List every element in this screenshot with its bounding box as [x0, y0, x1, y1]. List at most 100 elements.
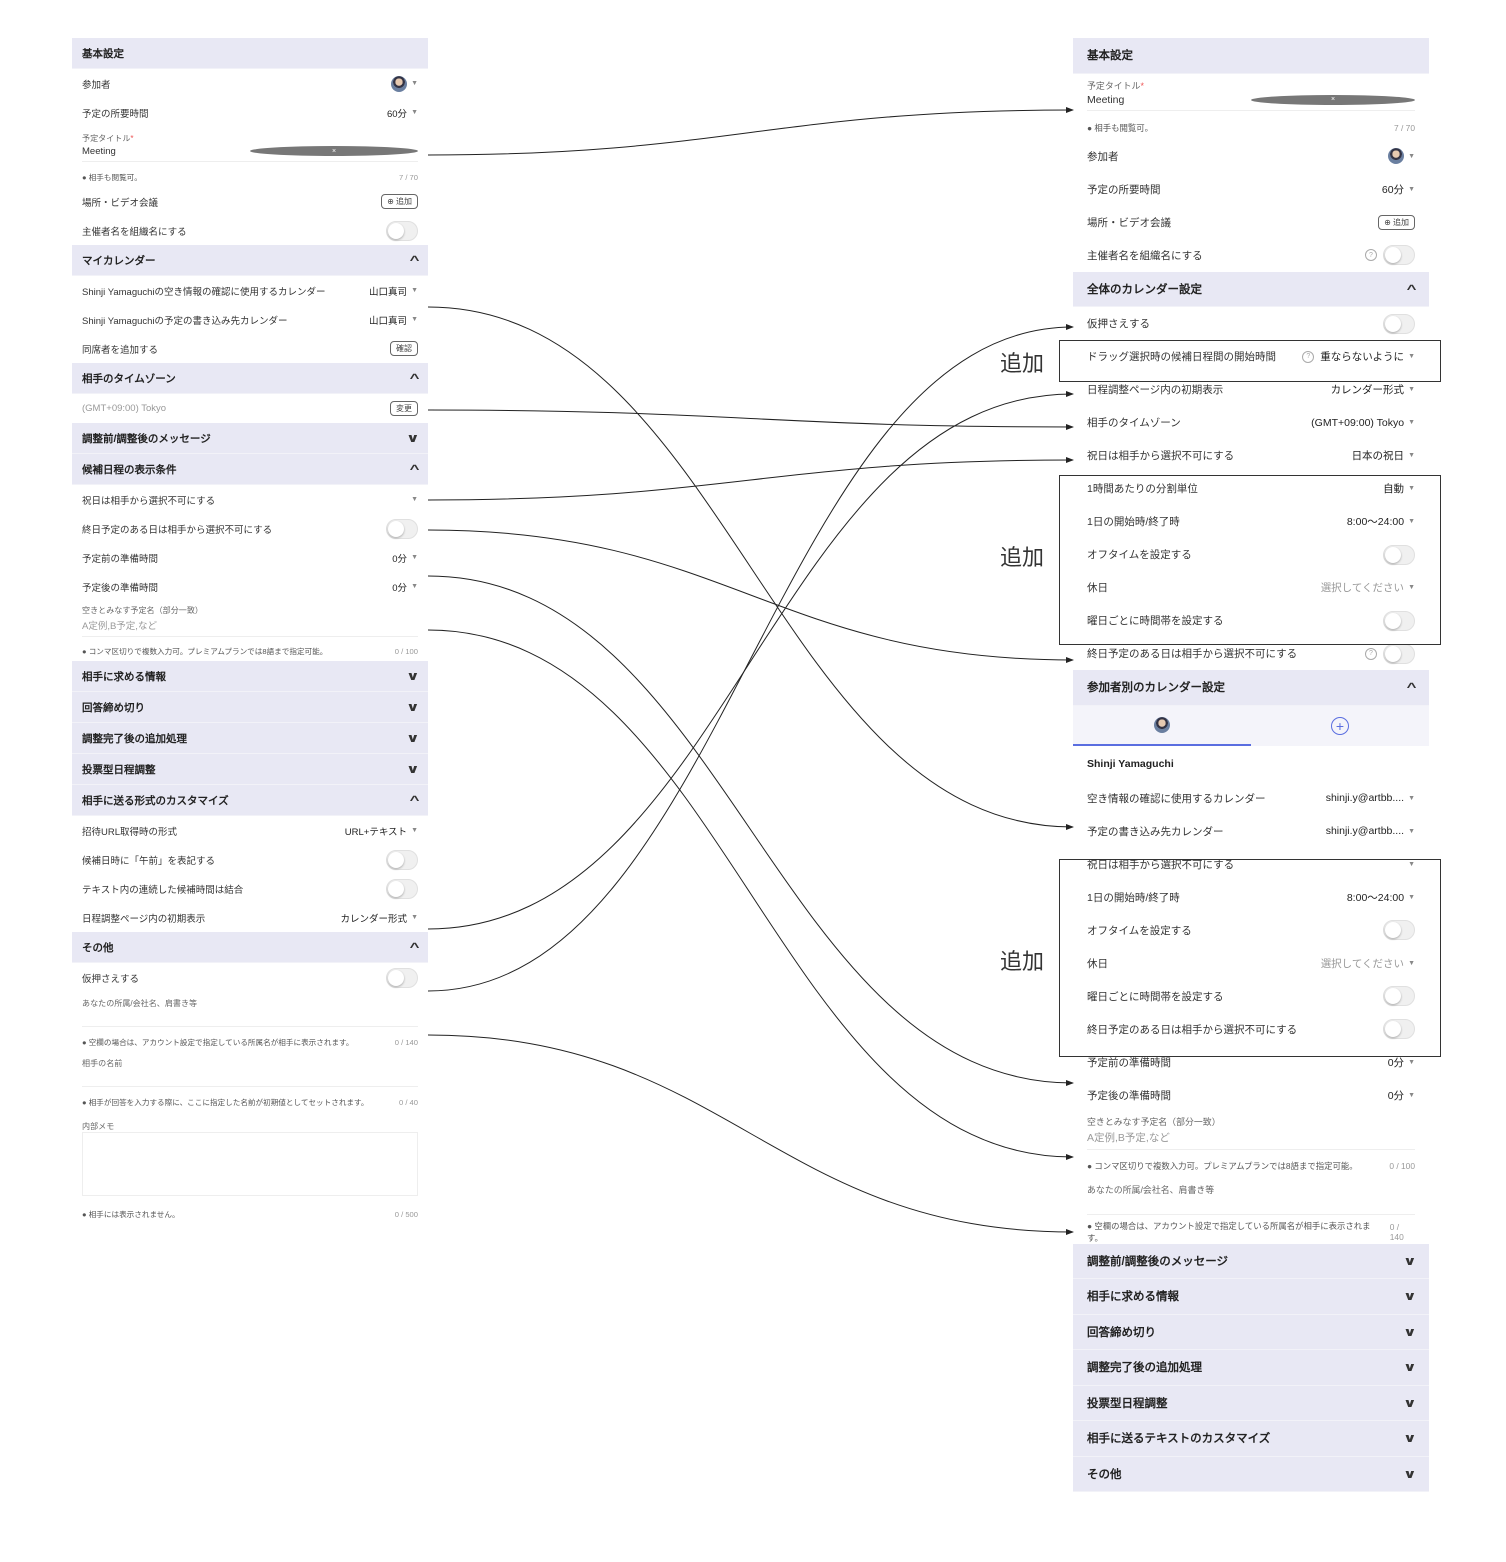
setting-value-dropdown[interactable]: 60分 [386, 108, 408, 120]
avatar[interactable] [1388, 148, 1405, 164]
chevron-down-icon[interactable]: ∨ [406, 700, 420, 714]
chevron-up-icon[interactable]: ^ [409, 462, 420, 476]
section-header[interactable]: 参加者別のカレンダー設定 ^ [1073, 670, 1429, 706]
toggle-switch[interactable] [1383, 1019, 1415, 1039]
caret-down-icon[interactable]: ▼ [1408, 794, 1415, 802]
setting-value-dropdown[interactable]: 自動 [1383, 483, 1405, 495]
section-header[interactable]: 相手のタイムゾーン ^ [72, 363, 428, 394]
setting-value-dropdown[interactable]: 山口真司 [369, 286, 408, 298]
setting-value-dropdown[interactable]: 0分 [392, 582, 408, 594]
clear-icon[interactable]: × [250, 146, 418, 156]
setting-value-dropdown[interactable]: カレンダー形式 [340, 913, 408, 925]
section-header[interactable]: 候補日程の表示条件 ^ [72, 454, 428, 485]
caret-down-icon[interactable]: ▼ [411, 554, 418, 561]
toggle-switch[interactable] [1383, 610, 1415, 631]
chevron-up-icon[interactable]: ^ [409, 253, 420, 267]
setting-value-dropdown[interactable]: 60分 [1381, 183, 1405, 196]
action-button[interactable]: ⊕ 追加 [1378, 214, 1415, 230]
toggle-switch[interactable] [1383, 986, 1415, 1006]
setting-value-dropdown[interactable]: 0分 [392, 553, 408, 565]
caret-down-icon[interactable]: ▼ [411, 827, 418, 834]
add-participant-tab[interactable]: + [1251, 706, 1429, 746]
caret-down-icon[interactable]: ▼ [1408, 1058, 1415, 1066]
section-header[interactable]: マイカレンダー ^ [72, 245, 428, 276]
chevron-up-icon[interactable]: ^ [1406, 281, 1417, 296]
section-header[interactable]: 回答締め切り ∨ [72, 692, 428, 723]
section-header[interactable]: 回答締め切り ∨ [1073, 1314, 1429, 1350]
chevron-down-icon[interactable]: ∨ [406, 669, 420, 683]
text-input[interactable] [82, 1069, 418, 1087]
setting-value-dropdown[interactable]: 0分 [1387, 1089, 1405, 1102]
participant-tab[interactable] [1073, 706, 1251, 746]
setting-value-dropdown[interactable]: カレンダー形式 [1330, 384, 1405, 396]
section-header[interactable]: その他 ∨ [1073, 1456, 1429, 1492]
action-button[interactable]: 変更 [390, 401, 418, 416]
toggle-switch[interactable] [386, 518, 418, 539]
section-header[interactable]: 調整完了後の追加処理 ∨ [72, 723, 428, 754]
avatar[interactable] [391, 75, 408, 92]
text-input[interactable]: A定例,B予定,など [82, 616, 418, 637]
caret-down-icon[interactable]: ▼ [1408, 584, 1415, 591]
setting-value-dropdown[interactable]: 0分 [1387, 1056, 1405, 1069]
caret-down-icon[interactable]: ▼ [411, 914, 418, 921]
text-input[interactable]: Meeting × [82, 144, 418, 162]
section-header[interactable]: 相手に送るテキストのカスタマイズ ∨ [1073, 1421, 1429, 1457]
setting-value-dropdown[interactable]: shinji.y@artbb.... [1325, 825, 1405, 837]
caret-down-icon[interactable]: ▼ [1408, 959, 1415, 967]
setting-value-dropdown[interactable]: 山口真司 [369, 315, 408, 327]
clear-icon[interactable]: × [1251, 94, 1415, 105]
chevron-down-icon[interactable]: ∨ [406, 431, 420, 445]
section-header[interactable]: その他 ^ [72, 932, 428, 963]
chevron-down-icon[interactable]: ∨ [1403, 1466, 1417, 1481]
section-header[interactable]: 相手に送る形式のカスタマイズ ^ [72, 785, 428, 816]
toggle-switch[interactable] [1383, 313, 1415, 334]
caret-down-icon[interactable]: ▼ [1408, 452, 1415, 459]
help-icon[interactable]: ? [1302, 350, 1315, 363]
toggle-switch[interactable] [1383, 245, 1415, 265]
setting-value-dropdown[interactable]: 選択してください [1320, 582, 1405, 594]
caret-down-icon[interactable]: ▼ [1408, 827, 1415, 835]
caret-down-icon[interactable]: ▼ [1408, 518, 1415, 525]
toggle-switch[interactable] [1383, 920, 1415, 940]
section-header[interactable]: 投票型日程調整 ∨ [1073, 1385, 1429, 1421]
toggle-switch[interactable] [386, 849, 418, 870]
chevron-down-icon[interactable]: ∨ [1403, 1289, 1417, 1304]
action-button[interactable]: ⊕ 追加 [381, 194, 418, 209]
caret-down-icon[interactable]: ▼ [1408, 386, 1415, 393]
toggle-switch[interactable] [386, 878, 418, 899]
chevron-down-icon[interactable]: ∨ [1403, 1324, 1417, 1339]
section-header[interactable]: 調整完了後の追加処理 ∨ [1073, 1350, 1429, 1386]
section-header[interactable]: 調整前/調整後のメッセージ ∨ [1073, 1243, 1429, 1279]
chevron-up-icon[interactable]: ^ [409, 940, 420, 954]
text-input[interactable]: A定例,B予定,など [1087, 1128, 1415, 1150]
help-icon[interactable]: ? [1365, 249, 1377, 261]
caret-down-icon[interactable]: ▼ [1408, 152, 1415, 160]
setting-value-dropdown[interactable]: shinji.y@artbb.... [1325, 792, 1405, 804]
toggle-switch[interactable] [386, 967, 418, 988]
help-icon[interactable]: ? [1365, 647, 1377, 660]
chevron-down-icon[interactable]: ∨ [406, 731, 420, 745]
toggle-switch[interactable] [386, 220, 418, 241]
section-header[interactable]: 相手に求める情報 ∨ [72, 661, 428, 692]
caret-down-icon[interactable]: ▼ [411, 496, 418, 503]
setting-value-dropdown[interactable]: 8:00〜24:00 [1346, 891, 1405, 904]
chevron-down-icon[interactable]: ∨ [1403, 1360, 1417, 1375]
caret-down-icon[interactable]: ▼ [1408, 860, 1415, 868]
chevron-up-icon[interactable]: ^ [409, 793, 420, 807]
setting-value-dropdown[interactable]: 8:00〜24:00 [1346, 516, 1405, 528]
memo-textarea[interactable] [82, 1131, 418, 1196]
caret-down-icon[interactable]: ▼ [411, 80, 418, 87]
chevron-down-icon[interactable]: ∨ [1403, 1431, 1417, 1446]
caret-down-icon[interactable]: ▼ [1408, 485, 1415, 492]
toggle-switch[interactable] [1383, 544, 1415, 565]
section-header[interactable]: 全体のカレンダー設定 ^ [1073, 271, 1429, 307]
setting-value-dropdown[interactable]: URL+テキスト [344, 826, 408, 838]
text-input[interactable] [1087, 1196, 1415, 1215]
chevron-up-icon[interactable]: ^ [409, 371, 420, 385]
caret-down-icon[interactable]: ▼ [411, 287, 418, 294]
section-header[interactable]: 投票型日程調整 ∨ [72, 754, 428, 785]
text-input[interactable]: Meeting × [1087, 92, 1415, 111]
section-header[interactable]: 調整前/調整後のメッセージ ∨ [72, 423, 428, 454]
caret-down-icon[interactable]: ▼ [411, 109, 418, 116]
action-button[interactable]: 確認 [390, 341, 418, 356]
